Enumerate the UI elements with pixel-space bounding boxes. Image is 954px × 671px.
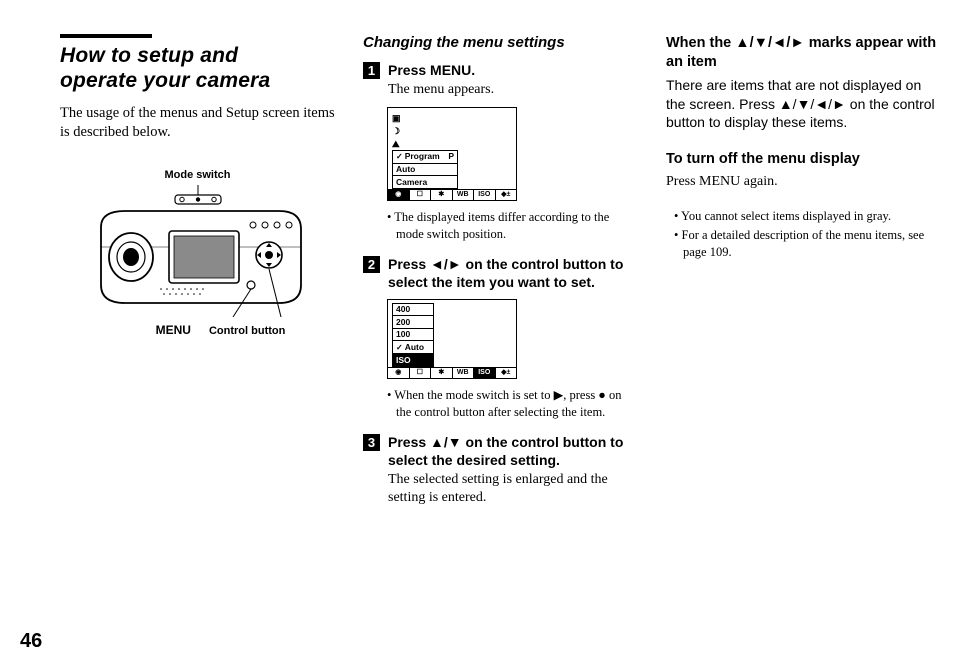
- camera-diagram: [83, 183, 313, 321]
- step-1-desc: The menu appears.: [388, 81, 638, 99]
- camera-illustration: Mode switch: [60, 169, 335, 337]
- control-button-label: Control button: [209, 325, 285, 337]
- step-3-title: Press ▲/▼ on the control button to selec…: [388, 433, 638, 469]
- step-number-3: 3: [363, 434, 380, 451]
- menu-button-label: MENU: [156, 323, 191, 337]
- step-number-2: 2: [363, 256, 380, 273]
- menu-figure-1: ▣ ☽ ⛰ ✓ProgramP Auto Camera ◉ ☐ ✱ WB ISO…: [387, 107, 517, 200]
- column-3-notes: You cannot select items displayed in gra…: [666, 208, 941, 261]
- step-1: 1 Press MENU. The menu appears.: [363, 61, 638, 99]
- step-number-1: 1: [363, 62, 380, 79]
- sub-heading-marks: When the ▲/▼/◄/► marks appear with an it…: [666, 34, 941, 72]
- step-2: 2 Press ◄/► on the control button to sel…: [363, 255, 638, 291]
- step-3: 3 Press ▲/▼ on the control button to sel…: [363, 433, 638, 508]
- step-3-desc: The selected setting is enlarged and the…: [388, 471, 638, 507]
- intro-paragraph: The usage of the menus and Setup screen …: [60, 104, 335, 143]
- section-heading: Changing the menu settings: [363, 34, 638, 51]
- step-2-title: Press ◄/► on the control button to selec…: [388, 255, 638, 291]
- column-1: How to setup and operate your camera The…: [60, 34, 335, 614]
- step-1-notes: The displayed items differ according to …: [363, 209, 638, 243]
- mode-switch-label: Mode switch: [60, 169, 335, 181]
- column-2: Changing the menu settings 1 Press MENU.…: [363, 34, 638, 614]
- column-3: When the ▲/▼/◄/► marks appear with an it…: [666, 34, 941, 614]
- menu-figure-2: 400 200 100 ✓Auto ISO ◉ ☐ ✱ WB ISO ◆±: [387, 299, 517, 379]
- page-title: How to setup and operate your camera: [60, 44, 335, 94]
- marks-paragraph: There are items that are not displayed o…: [666, 76, 941, 133]
- title-rule: [60, 34, 152, 38]
- sub-heading-turnoff: To turn off the menu display: [666, 150, 941, 169]
- step-1-title: Press MENU.: [388, 61, 638, 79]
- page-number: 46: [20, 630, 42, 653]
- turnoff-paragraph: Press MENU again.: [666, 173, 941, 192]
- step-2-notes: When the mode switch is set to ▶, press …: [363, 387, 638, 421]
